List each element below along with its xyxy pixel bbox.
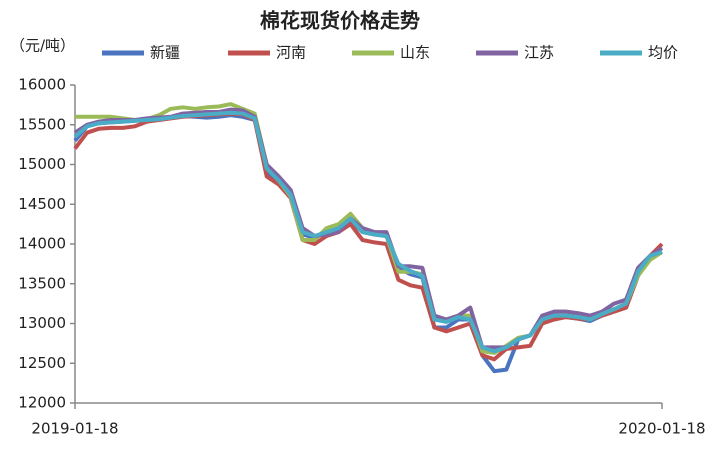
x-tick-label: 2020-01-18 [618,420,705,438]
legend-label: 江苏 [524,44,554,62]
y-tick-label: 15000 [18,155,66,173]
y-tick-label: 13000 [18,314,66,332]
y-tick-label: 15500 [18,115,66,133]
y-tick-label: 12000 [18,394,66,412]
legend-label: 山东 [400,44,430,62]
y-tick-label: 14500 [18,195,66,213]
legend-label: 均价 [648,44,678,62]
y-tick-label: 16000 [18,76,66,94]
y-tick-label: 12500 [18,354,66,372]
y-tick-label: 14000 [18,235,66,253]
legend-label: 新疆 [150,44,180,62]
x-tick-label: 2019-01-18 [31,420,118,438]
y-tick-label: 13500 [18,274,66,292]
series-line [73,107,664,350]
series-line [73,110,663,354]
y-axis-label: （元/吨） [10,37,75,55]
chart-title: 棉花现货价格走势 [260,9,420,33]
series-line [73,111,664,362]
legend-label: 河南 [276,44,306,62]
